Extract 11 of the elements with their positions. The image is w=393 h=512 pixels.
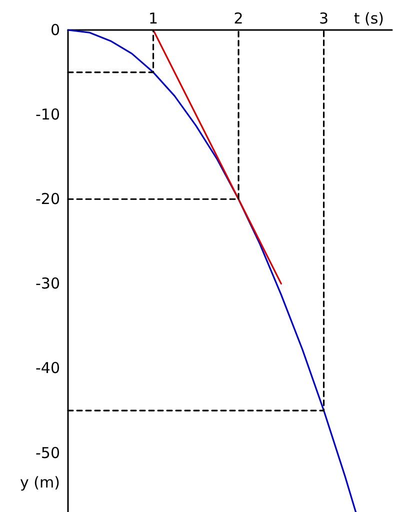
y-axis-title: y (m) — [20, 474, 60, 492]
y-tick-label: 0 — [50, 21, 60, 39]
y-tick-label: -40 — [36, 359, 60, 378]
x-tick-label: 3 — [319, 10, 329, 28]
y-tick-label: -20 — [36, 190, 60, 208]
y-tick-label: -30 — [36, 274, 60, 293]
x-axis-title: t (s) — [354, 10, 384, 28]
y-tick-label: -10 — [36, 106, 60, 124]
x-tick-label: 1 — [148, 10, 158, 28]
x-tick-label: 2 — [234, 10, 244, 28]
y-tick-label: -50 — [36, 444, 60, 462]
